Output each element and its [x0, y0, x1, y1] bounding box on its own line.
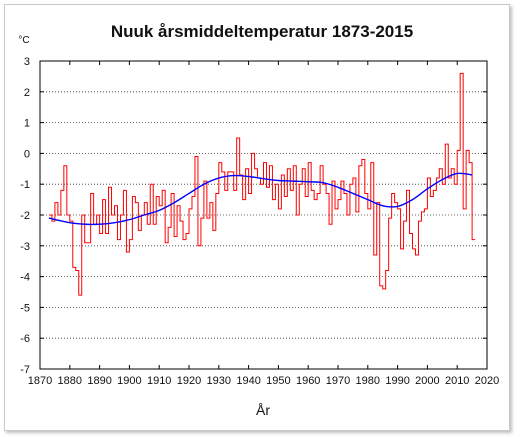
y-tick-label: -2 — [20, 210, 30, 222]
y-tick-label: 0 — [24, 148, 30, 160]
x-tick-label: 1890 — [87, 375, 111, 387]
y-tick-label: -4 — [20, 272, 30, 284]
x-tick-labels: 1870 1880 1890 1900 1910 1920 1930 1940 1950 1960… — [28, 375, 499, 387]
chart-title: Nuuk årsmiddeltemperatur 1873-2015 — [111, 22, 413, 41]
x-axis-label: År — [256, 402, 270, 418]
gridlines — [40, 91, 487, 339]
annual-temperature-line — [48, 72, 476, 296]
x-tick-label: 1930 — [207, 375, 231, 387]
y-tick-label: -5 — [20, 302, 30, 314]
y-tick-label: 2 — [24, 87, 30, 99]
x-tick-label: 2020 — [475, 375, 499, 387]
y-tick-labels: -7 -6 -5 -4 -3 -2 -1 0 1 2 3 — [20, 56, 30, 376]
x-tick-label: 1940 — [236, 375, 260, 387]
axes — [39, 60, 488, 370]
x-tick-label: 2000 — [415, 375, 439, 387]
y-tick-label: -1 — [20, 179, 30, 191]
x-tick-label: 1900 — [117, 375, 141, 387]
plot-border — [39, 60, 488, 370]
y-tick-label: -7 — [20, 364, 30, 376]
smoothed-trend-line — [48, 172, 473, 226]
x-tick-label: 1960 — [296, 375, 320, 387]
x-tick-label: 1920 — [177, 375, 201, 387]
y-tick-label: -6 — [20, 333, 30, 345]
y-axis-unit: °C — [18, 35, 29, 46]
x-tick-label: 1990 — [385, 375, 409, 387]
x-tick-label: 1880 — [58, 375, 82, 387]
y-tick-label: -3 — [20, 241, 30, 253]
series-layer — [48, 72, 476, 296]
y-tick-label: 3 — [24, 56, 30, 68]
x-tick-label: 1970 — [326, 375, 350, 387]
x-tick-label: 1870 — [28, 375, 52, 387]
x-tick-label: 2010 — [445, 375, 469, 387]
chart-frame — [4, 4, 510, 431]
x-tick-label: 1910 — [147, 375, 171, 387]
x-tick-label: 1950 — [266, 375, 290, 387]
y-tick-label: 1 — [24, 118, 30, 130]
x-tick-label: 1980 — [356, 375, 380, 387]
